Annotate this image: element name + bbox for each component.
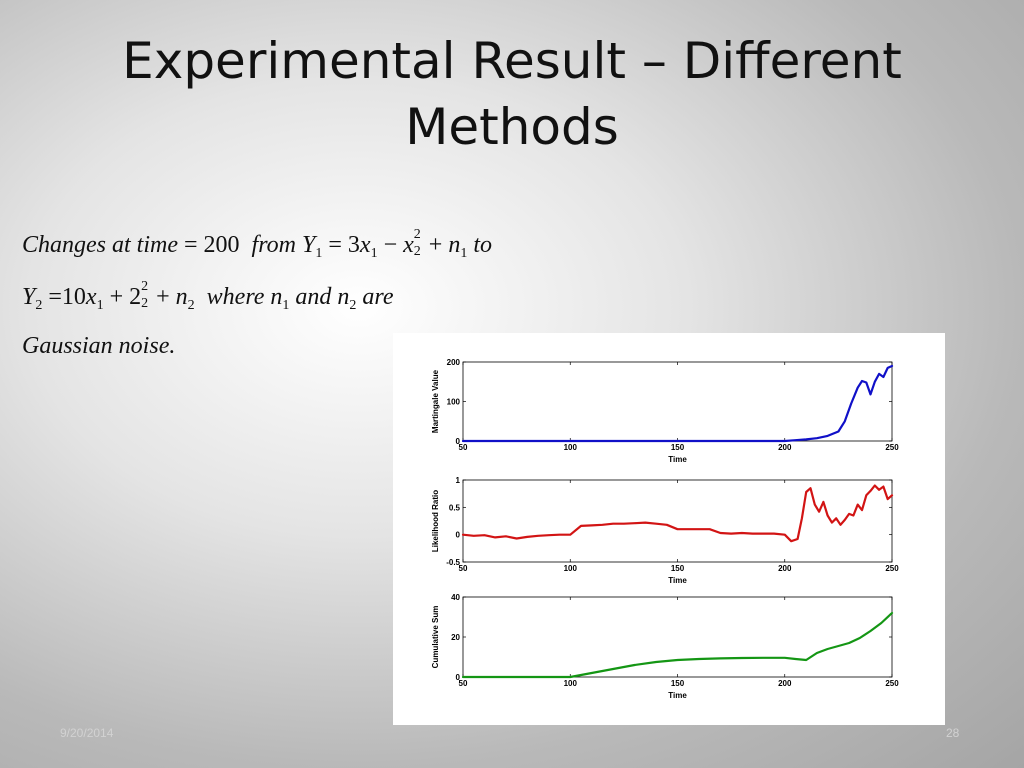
eq-variable: x <box>359 232 371 258</box>
eq-subscript: 2 <box>187 298 195 313</box>
y-tick-label: 200 <box>447 358 461 367</box>
eq-subscript: 2 <box>141 296 149 311</box>
eq-number: 200 <box>203 232 240 258</box>
eq-word: from <box>251 232 296 258</box>
series-line <box>461 611 894 679</box>
y-tick-label: 0 <box>456 673 461 682</box>
y-tick-label: 0.5 <box>449 503 461 512</box>
eq-variable: n <box>337 284 350 310</box>
eq-word: at <box>112 232 131 258</box>
x-tick-label: 100 <box>564 443 578 452</box>
eq-operator: + <box>109 284 124 310</box>
y-axis-label: Likelihood Ratio <box>431 490 440 552</box>
eq-variable: n <box>448 232 461 258</box>
eq-variable: x <box>403 232 414 258</box>
eq-word: time <box>136 232 178 258</box>
title-line-1: Experimental Result – Different <box>122 32 902 90</box>
eq-operator: = <box>184 232 198 258</box>
eq-number: 10 <box>61 284 86 310</box>
x-tick-label: 50 <box>459 443 468 452</box>
x-tick-label: 150 <box>671 564 685 573</box>
chart-figure: 50 100 150 200 250 0 100 200 Time Martingale Valu… <box>393 333 945 725</box>
eq-word: to <box>473 232 492 258</box>
x-tick-label: 200 <box>778 564 792 573</box>
eq-operator: + <box>428 232 443 258</box>
eq-variable: Y <box>22 284 36 310</box>
y-tick-label: -0.5 <box>446 558 460 567</box>
eq-operator: = <box>328 232 342 258</box>
eq-variable: Y <box>302 232 316 258</box>
x-tick-label: 200 <box>778 443 792 452</box>
x-tick-label: 200 <box>778 679 792 688</box>
x-tick-label: 150 <box>671 443 685 452</box>
eq-subscript: 1 <box>96 298 104 313</box>
x-tick-label: 250 <box>885 679 899 688</box>
y-tick-label: 0 <box>456 531 461 540</box>
eq-superscript: 2 <box>413 227 421 242</box>
eq-word: where <box>206 284 265 310</box>
y-tick-label: 40 <box>451 593 460 602</box>
eq-subscript: 2 <box>349 298 357 313</box>
eq-subscript: 1 <box>460 246 468 261</box>
eq-variable: n <box>175 284 188 310</box>
x-tick-label: 150 <box>671 679 685 688</box>
eq-operator: = <box>48 284 62 310</box>
eq-subscript: 2 <box>35 298 43 313</box>
x-axis-label: Time <box>668 691 687 700</box>
y-tick-label: 1 <box>456 476 461 485</box>
series-line <box>461 364 894 443</box>
y-axis-label: Cumulative Sum <box>431 606 440 669</box>
eq-word: Changes <box>22 232 106 258</box>
eq-variable: x <box>85 284 97 310</box>
slide-date: 9/20/2014 <box>60 726 114 740</box>
eq-operator: − <box>383 232 398 258</box>
x-axis-label: Time <box>668 576 687 585</box>
slide-number: 28 <box>946 726 960 740</box>
x-tick-label: 100 <box>564 564 578 573</box>
plot-area-frame <box>462 479 893 563</box>
eq-subscript: 1 <box>282 298 290 313</box>
y-tick-label: 0 <box>456 437 461 446</box>
eq-word: are <box>362 284 394 310</box>
y-axis-label: Martingale Value <box>431 369 440 433</box>
eq-subscript: 1 <box>315 246 323 261</box>
eq-superscript: 2 <box>141 279 149 294</box>
eq-word: and <box>295 284 332 310</box>
equation-line-3: Gaussian noise. <box>22 333 176 359</box>
eq-number: 2 <box>129 284 142 310</box>
x-tick-label: 50 <box>459 564 468 573</box>
plot-area-frame <box>462 361 893 442</box>
eq-operator: + <box>156 284 170 310</box>
eq-number: 3 <box>347 232 360 258</box>
title-line-2: Methods <box>405 98 619 156</box>
y-tick-label: 20 <box>451 633 460 642</box>
eq-variable: n <box>270 284 283 310</box>
plot-area-frame <box>462 596 893 678</box>
x-tick-label: 250 <box>885 443 899 452</box>
x-tick-label: 50 <box>459 679 468 688</box>
y-tick-label: 100 <box>447 398 461 407</box>
series-line <box>461 484 894 543</box>
eq-subscript: 1 <box>370 246 378 261</box>
eq-subscript: 2 <box>413 244 421 259</box>
x-tick-label: 100 <box>564 679 578 688</box>
x-tick-label: 250 <box>885 564 899 573</box>
x-axis-label: Time <box>668 455 687 464</box>
slide-title: Experimental Result – Different Methods <box>60 28 964 160</box>
